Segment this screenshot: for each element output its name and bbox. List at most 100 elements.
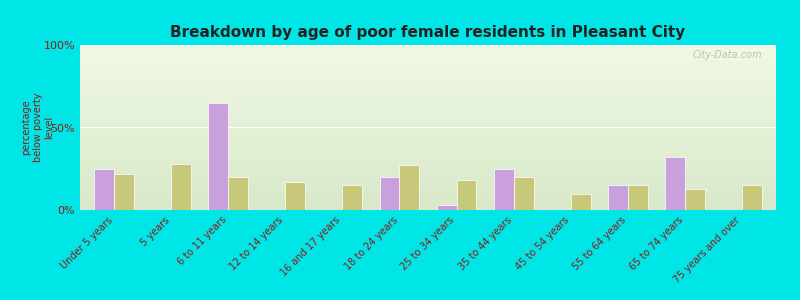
Bar [80, 80, 776, 81]
Bar [80, 192, 776, 194]
Bar [80, 184, 776, 185]
Bar [80, 46, 776, 48]
Bar [80, 137, 776, 139]
Bar [80, 93, 776, 94]
Bar [80, 104, 776, 106]
Bar [80, 146, 776, 147]
Bar [80, 58, 776, 60]
Bar [80, 109, 776, 111]
Bar [514, 177, 534, 210]
Bar [80, 131, 776, 132]
Bar [80, 66, 776, 68]
Bar [80, 207, 776, 208]
Bar [80, 132, 776, 134]
Bar [80, 60, 776, 61]
Bar [665, 157, 685, 210]
Bar [80, 118, 776, 119]
Bar [80, 91, 776, 93]
Bar [80, 96, 776, 98]
Bar [80, 151, 776, 152]
Bar [80, 195, 776, 197]
Text: City-Data.com: City-Data.com [693, 50, 762, 60]
Bar [80, 178, 776, 180]
Bar [80, 89, 776, 91]
Bar [80, 86, 776, 88]
Bar [80, 126, 776, 128]
Bar [80, 68, 776, 70]
Bar [628, 185, 648, 210]
Bar [228, 177, 248, 210]
Bar [80, 65, 776, 66]
Bar [80, 188, 776, 190]
Bar [80, 149, 776, 151]
Bar [80, 53, 776, 55]
Bar [286, 182, 306, 210]
Bar [80, 70, 776, 71]
Bar [80, 129, 776, 131]
Bar [80, 136, 776, 137]
Bar [80, 165, 776, 167]
Bar [80, 197, 776, 199]
Bar [80, 203, 776, 205]
Bar [80, 101, 776, 103]
Bar [80, 167, 776, 169]
Bar [80, 50, 776, 52]
Bar [80, 141, 776, 142]
Bar [80, 106, 776, 108]
Bar [80, 88, 776, 89]
Bar [80, 159, 776, 160]
Bar [80, 202, 776, 203]
Bar [80, 142, 776, 144]
Bar [80, 174, 776, 175]
Bar [80, 160, 776, 162]
Bar [437, 205, 457, 210]
Bar [80, 121, 776, 122]
Bar [80, 83, 776, 85]
Bar [80, 154, 776, 155]
Bar [80, 108, 776, 109]
Bar [80, 157, 776, 159]
Bar [80, 182, 776, 184]
Bar [80, 177, 776, 178]
Bar [80, 164, 776, 165]
Bar [80, 112, 776, 114]
Bar [399, 165, 419, 210]
Bar [80, 55, 776, 56]
Bar [570, 194, 590, 210]
Bar [80, 200, 776, 202]
Bar [80, 61, 776, 63]
Bar [80, 170, 776, 172]
Bar [742, 185, 762, 210]
Bar [114, 174, 134, 210]
Bar [80, 94, 776, 96]
Bar [342, 185, 362, 210]
Bar [80, 124, 776, 126]
Bar [80, 172, 776, 174]
Bar [80, 73, 776, 75]
Bar [80, 98, 776, 99]
Bar [80, 162, 776, 164]
Title: Breakdown by age of poor female residents in Pleasant City: Breakdown by age of poor female resident… [170, 25, 686, 40]
Bar [80, 78, 776, 80]
Bar [80, 190, 776, 192]
Bar [494, 169, 514, 210]
Bar [80, 128, 776, 129]
Bar [80, 119, 776, 121]
Bar [457, 180, 477, 210]
Bar [379, 177, 399, 210]
Bar [80, 155, 776, 157]
Bar [80, 122, 776, 124]
Bar [80, 147, 776, 149]
Bar [80, 152, 776, 154]
Bar [80, 199, 776, 200]
Bar [80, 85, 776, 86]
Bar [80, 63, 776, 65]
Bar [80, 175, 776, 177]
Bar [80, 134, 776, 136]
Bar [80, 169, 776, 170]
Bar [171, 164, 191, 210]
Bar [80, 111, 776, 112]
Bar [208, 103, 228, 210]
Bar [80, 45, 776, 46]
Bar [80, 56, 776, 58]
